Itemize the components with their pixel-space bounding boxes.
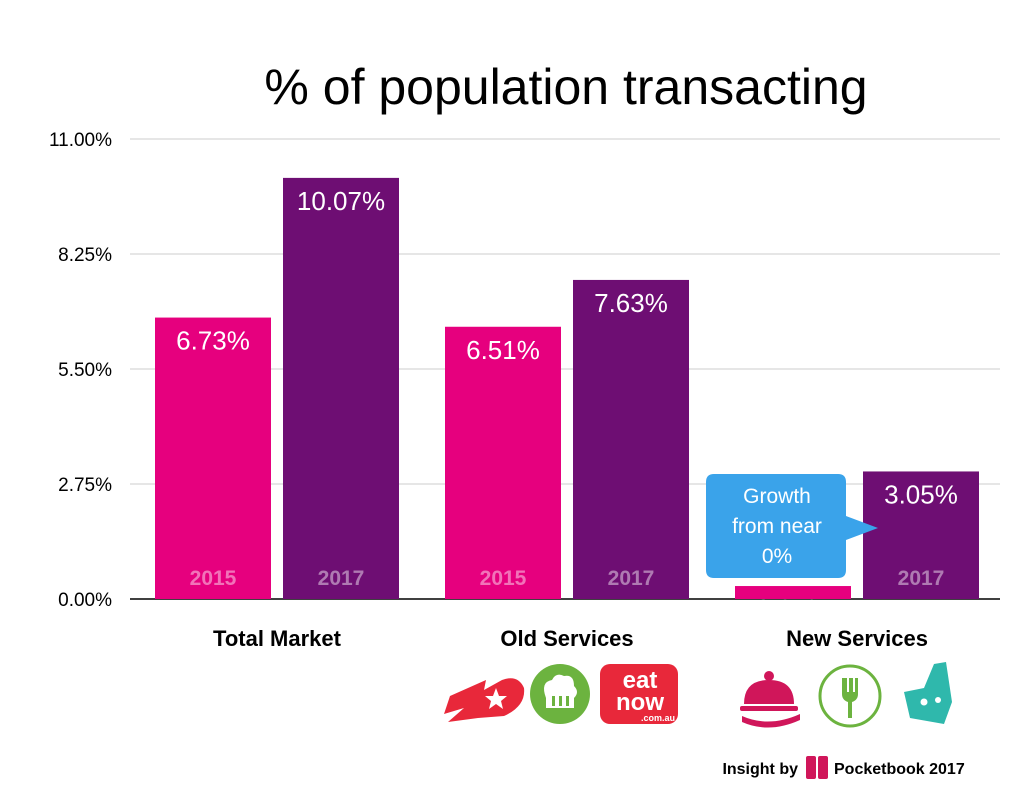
bar-year-label: 2017 [608,567,655,590]
eatnow-logo-icon: eat now .com.au [600,664,678,724]
bar-value-label: 3.05% [884,479,958,509]
deliveroo-kangaroo-icon [904,662,952,724]
category-label: Old Services [500,626,633,651]
bar-year-label: 2015 [190,567,237,590]
menulog-star-icon [444,678,525,722]
credit-brand: Pocketbook 2017 [834,761,965,778]
y-tick-label: 5.50% [58,360,112,381]
eatnow-text-bottom: now [616,689,664,716]
y-tick-label: 8.25% [58,245,112,266]
callout-bubble [706,474,878,578]
bar-value-label: 7.63% [594,288,668,318]
old-services-logos: eat now .com.au [444,664,678,724]
category-label: Total Market [213,626,342,651]
grid-lines [130,138,1000,600]
bar-year-label: 2017 [318,567,365,590]
eatnow-text-top: eat [623,667,658,694]
bar-2015 [735,586,851,599]
bar-value-label: 0.31% [756,594,830,624]
y-tick-label: 0.00% [58,590,112,611]
chart-title: % of population transacting [264,59,867,115]
new-services-logos [740,662,952,728]
pocketbook-logo-icon [806,756,828,779]
y-tick-label: 11.00% [49,130,112,151]
bar-marks: 6.73% 2015 10.07% 2017 6.51% 2015 7.63% 2017 0.3… [155,177,979,624]
bar-value-label: 6.51% [466,335,540,365]
bar-value-label: 6.73% [176,326,250,356]
bar-year-label: 2017 [898,567,945,590]
bar-2015 [445,326,561,599]
growth-callout: Growth from near 0% [706,474,878,578]
callout-line-2: from near [732,515,822,538]
credit-prefix: Insight by [722,761,798,778]
y-tick-label: 2.75% [58,475,112,496]
foodora-cloche-icon [740,671,800,728]
bar-year-label: 2015 [480,567,527,590]
eatnow-text-small: .com.au [641,713,675,723]
credit: Insight by Pocketbook 2017 [722,756,965,779]
bar-2017 [283,177,399,599]
bar-2017 [863,471,979,599]
delivery-hero-chef-hat-icon [530,664,590,724]
callout-line-3: 0% [762,545,792,568]
bar-2017 [573,279,689,599]
callout-line-1: Growth [743,485,811,508]
category-labels: Total Market Old Services New Services [213,626,928,651]
bar-2015 [155,317,271,599]
ubereats-fork-icon [818,664,882,728]
y-axis-ticks: 0.00% 2.75% 5.50% 8.25% 11.00% [49,130,112,611]
bar-value-label: 10.07% [297,186,385,216]
category-label: New Services [786,626,928,651]
